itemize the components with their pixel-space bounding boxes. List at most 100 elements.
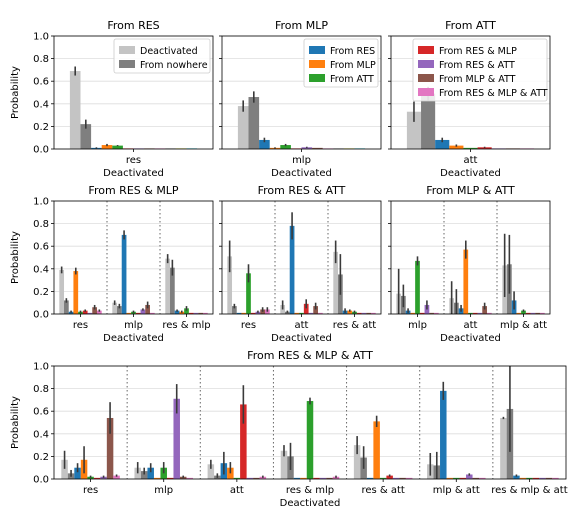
y-tick-label: 0.6 <box>33 242 49 253</box>
bar <box>486 312 492 314</box>
bar <box>482 306 487 314</box>
bar <box>173 398 180 479</box>
bar <box>227 256 233 314</box>
bar <box>82 310 88 314</box>
bar <box>313 477 320 479</box>
chart-title: From RES & MLP <box>88 184 179 197</box>
bar <box>539 477 546 479</box>
bar <box>248 97 260 149</box>
bar <box>532 477 540 479</box>
y-tick-label: 0.2 <box>33 122 49 133</box>
bar <box>347 310 353 314</box>
x-tick-label: res & mlp & att <box>491 485 567 496</box>
chart-panel: res att res & att From RES & ATT Deactivated <box>219 184 382 344</box>
y-tick-label: 0.8 <box>33 219 49 230</box>
bar <box>526 477 533 479</box>
y-tick-label: 1.0 <box>33 32 49 43</box>
bar <box>312 147 323 149</box>
bar <box>353 445 361 479</box>
axes-frame <box>221 200 382 315</box>
bar <box>59 269 65 314</box>
bar <box>174 310 180 314</box>
bar <box>525 312 531 314</box>
x-tick-label: mlp <box>124 320 143 331</box>
legend-swatch <box>119 60 135 68</box>
y-tick-label: 0.8 <box>33 54 49 65</box>
bar <box>166 477 174 479</box>
chart-title: From MLP <box>275 19 328 32</box>
y-tick-label: 0.0 <box>33 310 49 321</box>
y-tick-label: 0.4 <box>33 264 49 275</box>
x-tick-label: mlp <box>292 155 311 166</box>
bar <box>80 124 92 149</box>
bar <box>112 302 118 314</box>
bar <box>535 312 540 314</box>
x-tick-label: res & att <box>361 485 404 496</box>
bar <box>96 310 102 314</box>
legend-swatch <box>309 74 325 82</box>
x-axis-label: Deactivated <box>440 333 501 344</box>
x-axis-label: Deactivated <box>280 498 341 509</box>
bar <box>306 401 314 479</box>
x-tick-label: res & mlp <box>162 320 210 331</box>
bar <box>112 145 123 149</box>
legend-label: From RES & MLP <box>439 46 517 57</box>
bar <box>421 93 436 149</box>
x-tick-label: att <box>464 155 478 166</box>
y-tick-label: 1.0 <box>33 197 49 208</box>
bar <box>280 145 291 149</box>
bar <box>232 306 237 314</box>
bar <box>366 312 371 314</box>
y-tick-label: 0.0 <box>33 145 49 156</box>
bar <box>87 312 93 314</box>
bar <box>250 312 256 314</box>
bar <box>319 477 327 479</box>
axes-frame <box>390 200 551 315</box>
bar <box>145 304 150 314</box>
x-axis-label: Deactivated <box>271 168 332 179</box>
y-tick-label: 0.4 <box>33 99 49 110</box>
bar <box>246 477 254 479</box>
legend-swatch <box>418 46 434 54</box>
legend-swatch <box>309 46 325 54</box>
x-axis-label: Deactivated <box>103 333 164 344</box>
legend-label: From RES & MLP & ATT <box>439 88 548 99</box>
bar <box>500 417 507 479</box>
bar <box>240 404 247 479</box>
bar <box>117 306 122 314</box>
bar <box>466 474 473 479</box>
bar <box>519 477 527 479</box>
bar <box>326 477 333 479</box>
chart-title: From RES & ATT <box>258 184 346 197</box>
bar <box>472 312 478 314</box>
bar <box>317 312 323 314</box>
x-tick-label: att <box>295 320 309 331</box>
x-tick-label: res <box>83 485 98 496</box>
chart-title: From ATT <box>445 19 496 32</box>
bar <box>300 477 307 479</box>
x-tick-label: mlp & att <box>433 485 480 496</box>
legend: From RES From MLP From ATT <box>303 38 379 88</box>
legend-label: From MLP <box>330 60 376 71</box>
x-tick-label: mlp & att <box>500 320 547 331</box>
y-tick-label: 1.0 <box>33 362 49 373</box>
bar <box>552 477 559 479</box>
bar <box>170 267 175 314</box>
x-axis-label: Deactivated <box>440 168 501 179</box>
legend-label: From ATT <box>330 74 374 85</box>
bar <box>405 477 413 479</box>
chart-panel: mlp att mlp & att From MLP & ATT Deactivated <box>388 184 551 344</box>
bar <box>440 390 447 479</box>
x-tick-label: mlp <box>408 320 427 331</box>
bar <box>406 111 422 149</box>
bar <box>126 312 132 314</box>
x-tick-label: att <box>230 485 244 496</box>
bar <box>477 312 483 314</box>
bar <box>539 312 545 314</box>
bar <box>366 477 374 479</box>
bar <box>64 300 69 314</box>
bar <box>147 467 154 479</box>
bar <box>92 307 97 314</box>
bar <box>513 475 520 479</box>
